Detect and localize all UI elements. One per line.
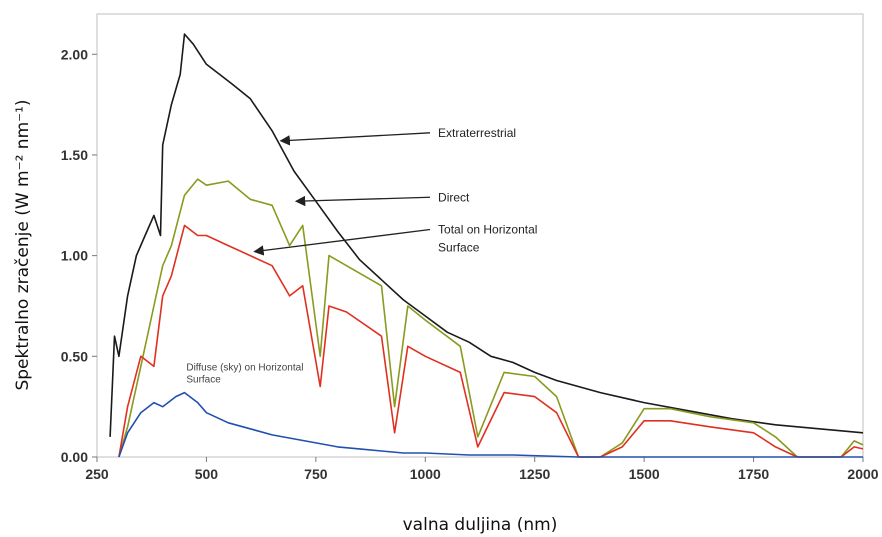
y-tick-label: 2.00 xyxy=(61,46,88,62)
x-tick-label: 1750 xyxy=(738,466,769,482)
series-line-0 xyxy=(109,33,864,437)
extraterrestrial-label-line-0: Extraterrestrial xyxy=(438,126,516,140)
y-axis-label: Spektralno zračenje (W m⁻² nm⁻¹) xyxy=(13,99,33,390)
diffuse-label-line-0: Diffuse (sky) on Horizontal xyxy=(186,362,303,373)
x-tick-label: 2000 xyxy=(847,466,878,482)
direct-label-arrow xyxy=(294,195,431,207)
extraterrestrial-label-arrow xyxy=(279,132,431,146)
x-tick-label: 250 xyxy=(85,466,109,482)
total-label-line-0: Total on Horizontal xyxy=(438,222,537,236)
y-axis: 0.00 0.50 1.00 1.50 2.00 xyxy=(61,46,97,465)
x-tick-label: 500 xyxy=(195,466,219,482)
total-label-line-1: Surface xyxy=(438,240,480,254)
x-axis: 250 500 750 1000 1250 1500 1750 2000 xyxy=(85,457,879,482)
y-tick-label: 1.50 xyxy=(61,147,88,163)
x-axis-label: valna duljina (nm) xyxy=(403,515,558,535)
diffuse-label-line-1: Surface xyxy=(186,374,221,385)
y-tick-label: 0.00 xyxy=(61,449,88,465)
annotations-group: Extraterrestrial Direct Total on Horizonta… xyxy=(186,126,537,386)
x-tick-label: 750 xyxy=(304,466,328,482)
plot-frame xyxy=(96,13,864,458)
series-line-2 xyxy=(118,224,864,458)
x-tick-label: 1250 xyxy=(519,466,550,482)
direct-label-line-0: Direct xyxy=(438,190,470,204)
x-tick-label: 1000 xyxy=(410,466,441,482)
series-line-1 xyxy=(118,178,864,458)
series-group xyxy=(109,33,864,458)
y-tick-label: 1.00 xyxy=(61,248,88,264)
y-tick-label: 0.50 xyxy=(61,348,88,364)
total-label-arrow xyxy=(253,228,431,256)
series-line-3 xyxy=(118,391,863,458)
x-tick-label: 1500 xyxy=(629,466,660,482)
